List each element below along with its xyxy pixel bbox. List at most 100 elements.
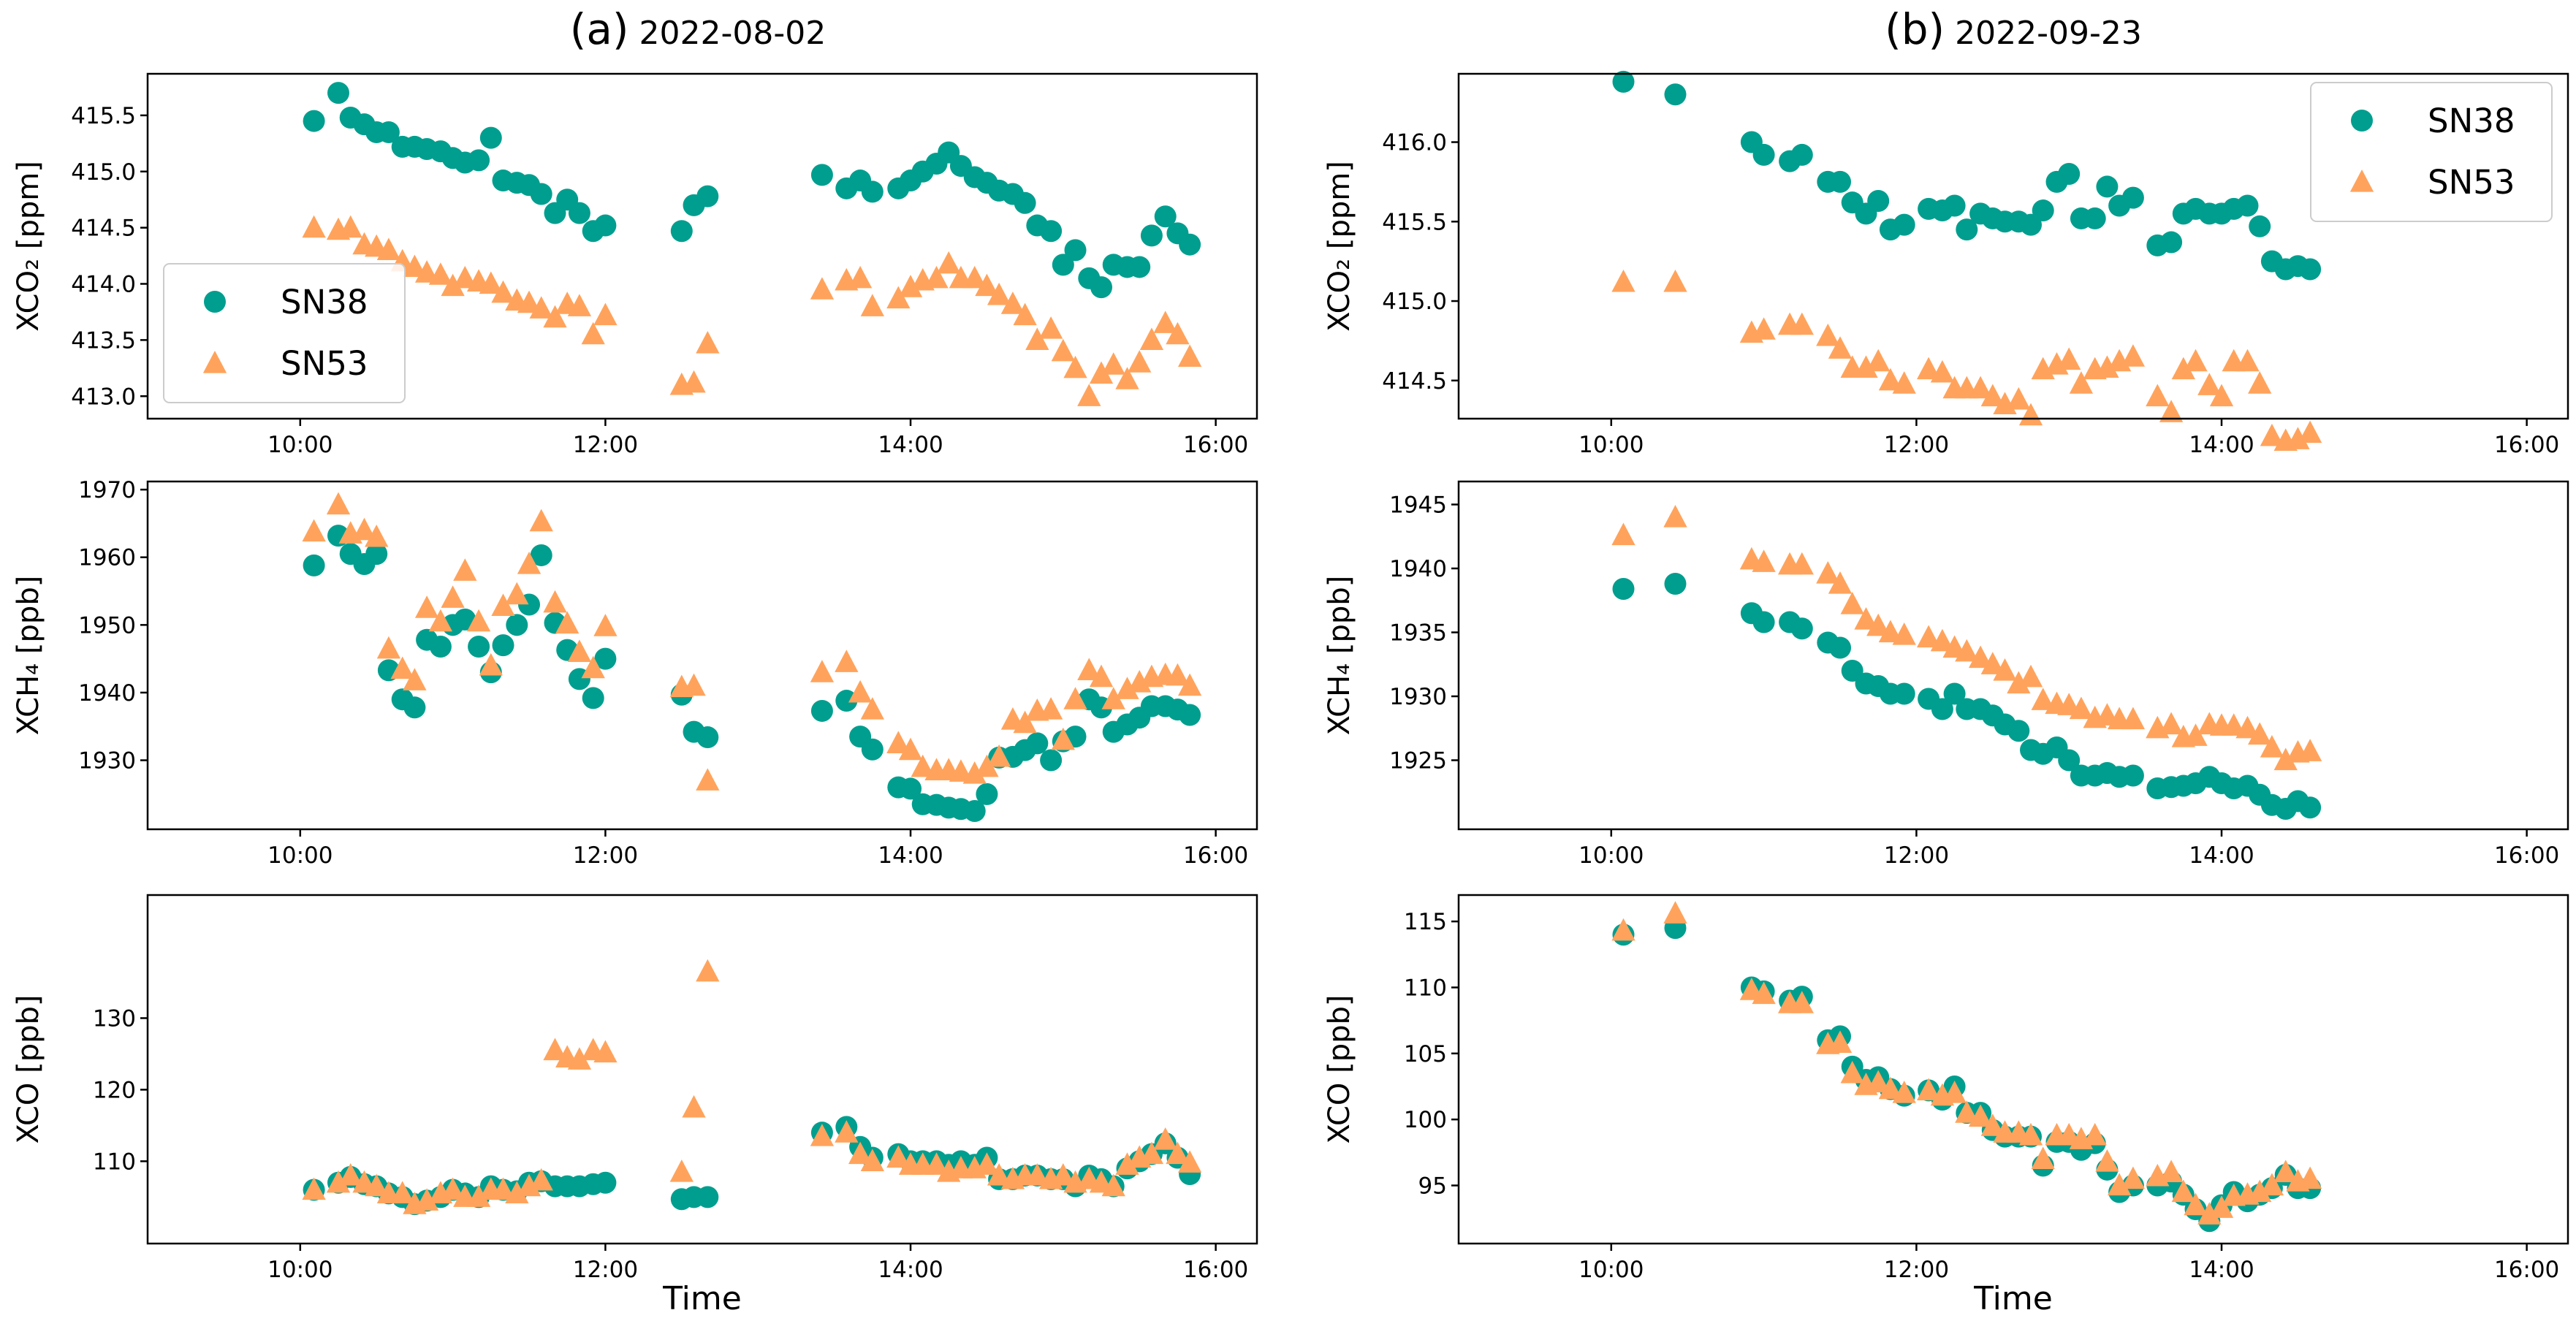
- data-point-SN53: [682, 673, 706, 696]
- data-point-SN53: [2031, 688, 2055, 710]
- data-point-SN53: [390, 1181, 414, 1204]
- data-point-SN53: [987, 744, 1011, 767]
- data-point-SN53: [441, 585, 465, 608]
- axes-frame: [146, 480, 1258, 831]
- subplot-a-1: 10:00 12:00 14:00 16:00 413.0 413.5 414.0 414.5…: [12, 72, 1258, 458]
- data-point-SN53: [365, 524, 389, 547]
- data-point-SN38: [1612, 578, 1635, 600]
- data-point-SN38: [1893, 213, 1915, 236]
- data-point-SN38: [2121, 764, 2144, 787]
- data-point-SN53: [1153, 1127, 1177, 1150]
- y-axis-label: XCH₄ [ppb]: [1323, 576, 1356, 736]
- data-point-SN38: [303, 554, 325, 576]
- series-SN53: [1611, 505, 2322, 771]
- data-point-SN38: [1841, 660, 1863, 682]
- data-point-SN53: [453, 265, 477, 289]
- y-tick-label: 415.0: [71, 159, 136, 186]
- data-point-SN53: [414, 1188, 439, 1211]
- y-tick-label: 415.5: [1382, 209, 1447, 235]
- data-point-SN53: [326, 492, 351, 515]
- data-point-SN38: [1752, 611, 1775, 633]
- x-tick-label: 10:00: [267, 432, 333, 458]
- data-point-SN38: [479, 126, 502, 149]
- x-tick-label: 12:00: [1884, 842, 1949, 869]
- data-point-SN53: [1611, 918, 1635, 941]
- data-point-SN38: [1090, 276, 1113, 299]
- data-point-SN53: [1790, 552, 1814, 575]
- y-tick-label: 416.0: [1382, 130, 1447, 156]
- data-point-SN53: [1153, 311, 1177, 333]
- data-point-SN53: [302, 215, 326, 238]
- data-point-SN53: [1101, 687, 1125, 709]
- data-point-SN53: [2018, 664, 2043, 688]
- axes-frame: [1457, 480, 2569, 831]
- data-point-SN53: [441, 273, 465, 297]
- data-point-SN38: [1179, 233, 1201, 256]
- y-tick-label: 110: [1404, 975, 1447, 1001]
- data-point-SN53: [390, 656, 414, 679]
- data-point-SN38: [810, 699, 833, 722]
- panel-a-title: (a) 2022-08-02: [570, 4, 827, 54]
- data-point-SN53: [2121, 344, 2146, 367]
- data-point-SN53: [543, 305, 567, 328]
- data-point-SN38: [861, 180, 884, 203]
- data-point-SN38: [1040, 749, 1063, 772]
- data-point-SN53: [962, 265, 987, 289]
- data-point-SN53: [1077, 384, 1101, 406]
- data-point-SN38: [2096, 175, 2119, 198]
- data-point-SN53: [567, 294, 592, 316]
- data-point-SN53: [1878, 1076, 1903, 1100]
- panel-b-title: (b) 2022-09-23: [1885, 4, 2142, 54]
- data-point-SN53: [2248, 1179, 2272, 1203]
- data-point-SN38: [696, 1186, 719, 1208]
- y-tick-label: 105: [1404, 1041, 1447, 1067]
- data-point-SN38: [810, 164, 833, 186]
- data-point-SN38: [594, 214, 617, 237]
- data-point-SN38: [1154, 205, 1177, 228]
- subplot-a-2: 10:00 12:00 14:00 16:00 1930 1940 1950 1960 1970…: [12, 477, 1258, 869]
- data-point-SN38: [530, 544, 552, 566]
- data-point-SN53: [835, 1120, 859, 1143]
- data-point-SN38: [327, 82, 350, 104]
- y-tick-label: 1945: [1389, 492, 1447, 519]
- data-point-SN53: [581, 655, 605, 679]
- y-tick-label: 110: [93, 1149, 136, 1175]
- data-point-SN53: [1816, 561, 1840, 584]
- panel-a-date: 2022-08-02: [639, 15, 827, 52]
- data-point-SN38: [861, 738, 884, 761]
- data-point-SN38: [303, 110, 325, 132]
- series-SN38: [303, 525, 1201, 822]
- data-point-SN38: [1064, 239, 1087, 262]
- x-tick-label: 12:00: [573, 842, 638, 869]
- series-SN38: [1612, 573, 2322, 820]
- data-point-SN53: [1878, 620, 1903, 643]
- data-point-SN53: [2184, 1192, 2208, 1216]
- data-point-SN53: [505, 582, 529, 605]
- data-point-SN53: [2069, 696, 2094, 720]
- data-point-SN53: [2007, 387, 2031, 410]
- y-axis-label: XCO [ppb]: [12, 994, 45, 1143]
- legend-marker-SN53: [2349, 170, 2374, 192]
- data-point-SN53: [466, 1184, 491, 1207]
- data-point-SN53: [2083, 1122, 2107, 1146]
- data-point-SN38: [1752, 143, 1775, 166]
- data-point-SN53: [2031, 1146, 2055, 1169]
- data-point-SN53: [848, 679, 873, 703]
- y-tick-label: 1940: [78, 680, 136, 707]
- data-point-SN38: [1931, 698, 1953, 720]
- data-point-SN38: [568, 202, 590, 224]
- data-point-SN53: [962, 761, 987, 784]
- subplot-a-3: 10:00 12:00 14:00 16:00 110 120 130 XCO [ppb]: [12, 894, 1258, 1283]
- data-point-SN38: [696, 726, 719, 749]
- data-point-SN53: [2248, 371, 2272, 394]
- y-tick-label: 413.0: [71, 384, 136, 410]
- data-point-SN53: [2146, 384, 2170, 407]
- data-point-SN53: [302, 1177, 326, 1200]
- data-point-SN53: [1115, 367, 1139, 389]
- data-point-SN53: [2095, 355, 2119, 378]
- data-point-SN53: [365, 1173, 389, 1197]
- data-point-SN53: [1013, 710, 1037, 734]
- data-point-SN53: [696, 959, 720, 982]
- data-point-SN53: [2286, 427, 2310, 449]
- series-SN38: [303, 82, 1201, 299]
